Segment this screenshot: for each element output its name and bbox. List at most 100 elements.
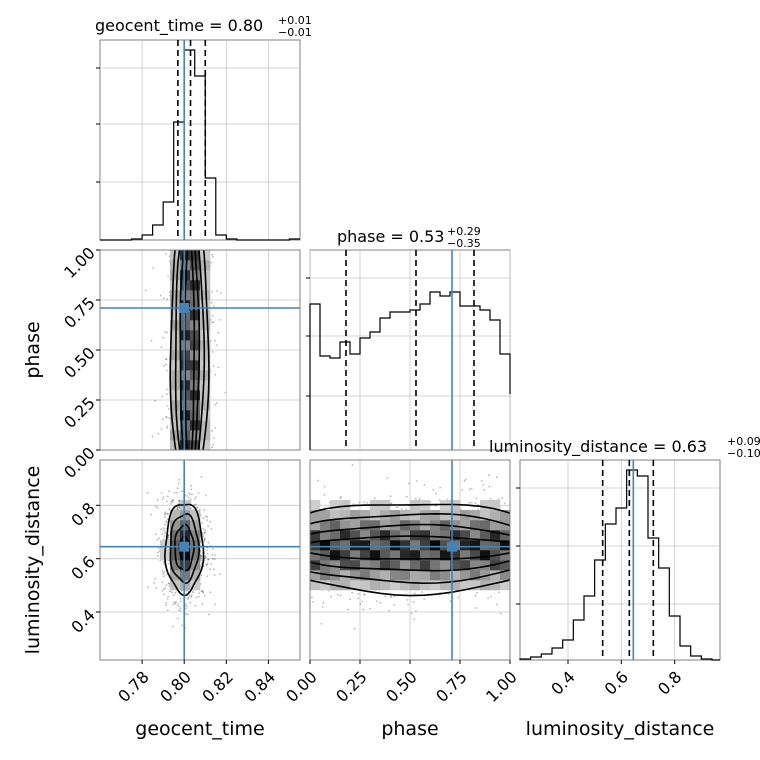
sample-point [157, 547, 160, 550]
sample-point [195, 596, 198, 599]
sample-point [173, 491, 176, 494]
sample-point [393, 595, 395, 598]
sample-point [207, 541, 210, 544]
density-cell [350, 570, 361, 581]
density-cell [190, 330, 201, 341]
sample-point [147, 586, 150, 589]
sample-point [432, 489, 435, 491]
density-cell [310, 550, 321, 561]
density-cell [480, 550, 491, 561]
sample-point [205, 563, 208, 566]
sample-point [202, 590, 204, 593]
sample-point [477, 508, 479, 510]
sample-point [146, 492, 149, 494]
sample-point [164, 604, 167, 606]
sample-point [408, 482, 410, 485]
sample-point [162, 496, 165, 498]
x-tick-label: 0.78 [114, 667, 153, 706]
sample-point [414, 497, 417, 500]
sample-point [203, 531, 206, 534]
density-cell [470, 520, 481, 531]
title-phase: phase = 0.53 [337, 227, 444, 246]
sample-point [496, 603, 498, 606]
sample-point [162, 561, 165, 563]
sample-point [152, 267, 155, 269]
density-cell [190, 410, 201, 421]
sample-point [172, 594, 175, 596]
contour-line [174, 250, 206, 450]
sample-point [198, 592, 201, 595]
histogram-step [100, 49, 300, 241]
sample-point [204, 531, 206, 534]
sample-point [340, 496, 342, 498]
sample-point [162, 538, 165, 540]
density-cell [170, 570, 181, 581]
sample-point [416, 480, 418, 482]
density-cell [490, 500, 501, 511]
sample-point [171, 499, 174, 501]
density-cell [460, 580, 471, 591]
sample-point [487, 597, 489, 600]
x-tick-label: 0.4 [547, 667, 578, 698]
sample-point [406, 599, 409, 601]
sample-point [461, 489, 464, 491]
sample-point [195, 496, 197, 498]
density-cell [350, 510, 361, 521]
sample-point [162, 418, 164, 421]
sample-point [201, 589, 204, 592]
sample-point [211, 314, 214, 317]
panel-frame [519, 459, 721, 661]
title-main: geocent_time = 0.80 [95, 16, 263, 36]
sample-point [476, 591, 479, 594]
sample-point [190, 488, 193, 491]
density-cell [380, 530, 391, 541]
sample-point [413, 618, 416, 621]
sample-point [390, 595, 392, 597]
sample-point [176, 617, 179, 620]
contour-line [164, 503, 205, 597]
density-cell [430, 580, 441, 591]
xlabel-geocent-time: geocent_time [135, 718, 264, 740]
density-cell [170, 400, 181, 411]
sample-point [448, 592, 450, 595]
density-cell [370, 540, 381, 551]
sample-point [200, 590, 203, 593]
density-cell [200, 350, 211, 361]
density-cell [380, 540, 391, 551]
density-cell [320, 510, 331, 521]
sample-point [171, 591, 173, 594]
sample-point [322, 601, 325, 604]
density-cell [470, 540, 481, 551]
density-cell [180, 430, 191, 441]
sample-point [200, 574, 203, 577]
density-cell [190, 390, 201, 401]
density-cell [370, 550, 381, 561]
sample-point [495, 476, 498, 479]
sample-point [174, 591, 177, 594]
sample-point [209, 568, 212, 571]
sample-point [178, 500, 180, 503]
sample-point [480, 480, 483, 482]
density-cell [200, 340, 211, 351]
sample-point [202, 535, 205, 537]
sample-point [150, 339, 153, 342]
sample-point [165, 416, 168, 419]
density-cell [360, 530, 371, 541]
sample-point [166, 609, 169, 612]
density-cell [340, 580, 351, 591]
density-cell [380, 580, 391, 591]
sample-point [181, 624, 183, 627]
sample-point [191, 591, 194, 593]
density-cell [370, 570, 381, 581]
density-cell [460, 570, 471, 581]
sample-point [217, 366, 220, 369]
density-cell [480, 510, 491, 521]
sample-point [379, 601, 382, 604]
density-cell [180, 270, 191, 281]
sample-point [177, 603, 179, 606]
sample-point [218, 319, 221, 321]
sample-point [362, 608, 365, 611]
density-cell [170, 280, 181, 291]
sample-point [187, 598, 190, 600]
